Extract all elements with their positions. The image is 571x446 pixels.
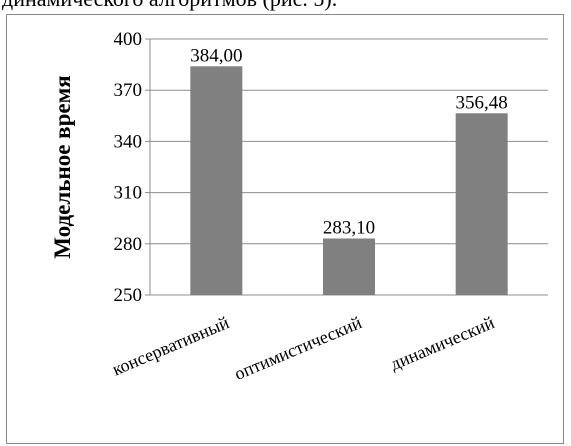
bars <box>190 66 508 295</box>
data-labels: 384,00 283,10 356,48 <box>190 45 508 238</box>
bar-3 <box>455 113 508 295</box>
y-tick-labels: 250 280 310 340 370 400 <box>114 29 143 306</box>
data-label: 356,48 <box>456 92 508 113</box>
bar-2 <box>323 238 375 295</box>
category-labels: консервативный оптимистический динамически… <box>109 312 497 384</box>
y-tick-label: 400 <box>114 29 143 50</box>
category-label: динамический <box>387 312 497 374</box>
y-tick-label: 280 <box>114 234 143 255</box>
data-label: 283,10 <box>323 218 375 239</box>
bar-1 <box>190 66 243 295</box>
data-label: 384,00 <box>190 45 242 66</box>
y-tick-label: 340 <box>114 131 143 152</box>
y-tick-label: 310 <box>114 183 143 204</box>
category-label: консервативный <box>109 312 232 379</box>
category-label: оптимистический <box>231 312 364 384</box>
y-tick-label: 370 <box>114 80 143 101</box>
document-caption-text: динамического алгоритмов (рис. 5). <box>2 0 337 12</box>
y-axis-label: Модельное время <box>50 75 75 258</box>
y-tick-label: 250 <box>114 285 143 306</box>
